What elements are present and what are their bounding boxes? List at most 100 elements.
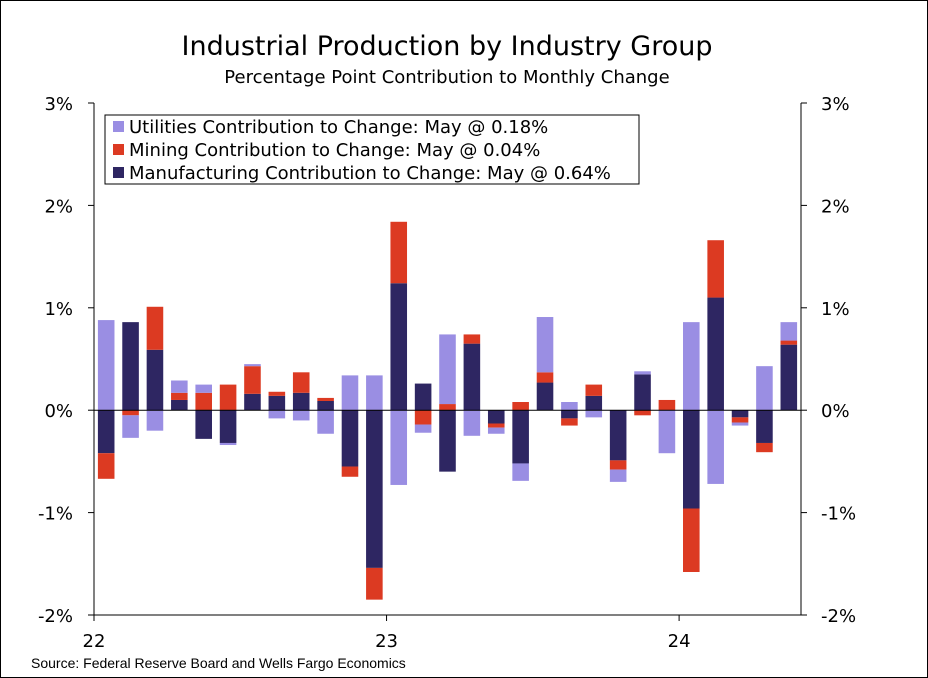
- bar-segment-series-0: [463, 410, 481, 436]
- bar-segment-series-0: [414, 424, 432, 433]
- bar-segment-series-2: [341, 410, 359, 467]
- x-tick-label: 24: [668, 631, 691, 652]
- bar-segment-series-1: [731, 417, 749, 423]
- bar-segment-series-0: [585, 410, 603, 418]
- bar-segment-series-0: [366, 375, 383, 411]
- legend-swatch: [113, 167, 124, 178]
- y-tick-label-left: -1%: [38, 504, 73, 525]
- bar-segment-series-2: [146, 349, 164, 411]
- bar-segment-series-1: [707, 240, 724, 298]
- bar-segment-series-0: [244, 364, 261, 367]
- bar-segment-series-2: [634, 374, 651, 411]
- bar-segment-series-1: [292, 372, 310, 393]
- bar-segment-series-2: [683, 410, 700, 509]
- bar-segment-series-0: [122, 415, 139, 438]
- bar-segment-series-0: [146, 410, 164, 431]
- y-tick-label-left: 0%: [44, 401, 73, 422]
- bar-segment-series-1: [658, 399, 676, 411]
- bar-segment-series-0: [268, 410, 286, 419]
- y-tick-label-right: 3%: [821, 94, 850, 115]
- bar-segment-series-2: [609, 410, 627, 461]
- bar-segment-series-0: [707, 410, 724, 484]
- bar-segment-series-1: [268, 391, 286, 396]
- bar-segment-series-0: [341, 375, 359, 411]
- bar-segment-series-2: [707, 297, 724, 411]
- bar-segment-series-0: [439, 334, 456, 405]
- y-tick-label-right: 1%: [821, 299, 850, 320]
- bar-segment-series-2: [414, 383, 432, 411]
- bar-segment-series-1: [219, 384, 237, 411]
- bar-segment-series-0: [512, 463, 529, 481]
- bar-segment-series-1: [634, 410, 651, 416]
- bar-segment-series-2: [780, 344, 798, 411]
- legend-box: [104, 114, 640, 185]
- bar-segment-series-0: [658, 410, 676, 454]
- bar-segment-series-0: [731, 422, 749, 426]
- bar-segment-series-2: [195, 410, 212, 439]
- bar-segment-series-1: [97, 453, 115, 479]
- y-tick-label-left: 2%: [44, 196, 73, 217]
- bar-segment-series-1: [780, 340, 798, 345]
- bar-segment-series-2: [97, 410, 115, 454]
- bar-segment-series-1: [146, 306, 164, 350]
- bar-segment-series-2: [731, 410, 749, 418]
- bar-segment-series-0: [171, 380, 188, 393]
- bar-segment-series-2: [268, 395, 286, 411]
- bar-segment-series-1: [561, 418, 578, 426]
- y-tick-label-left: 3%: [44, 94, 73, 115]
- bar-segment-series-1: [756, 442, 773, 453]
- bar-segment-series-0: [561, 402, 578, 411]
- bar-segment-series-2: [366, 410, 383, 568]
- bar-segment-series-2: [463, 343, 481, 411]
- bar-segment-series-2: [585, 395, 603, 411]
- bar-segment-series-1: [317, 397, 334, 401]
- bar-segment-series-0: [317, 410, 334, 434]
- y-tick-label-left: 1%: [44, 299, 73, 320]
- legend-entry: Manufacturing Contribution to Change: Ma…: [129, 163, 611, 184]
- y-tick-label-right: -1%: [821, 504, 856, 525]
- bar-segment-series-1: [195, 392, 212, 411]
- bar-segment-series-0: [292, 410, 310, 421]
- chart-title: Industrial Production by Industry Group: [181, 31, 713, 62]
- bar-segment-series-0: [97, 320, 115, 411]
- bar-segment-series-1: [171, 392, 188, 400]
- bar-segment-series-0: [634, 371, 651, 375]
- source-note: Source: Federal Reserve Board and Wells …: [31, 655, 406, 671]
- bar-segment-series-1: [585, 384, 603, 396]
- bar-segment-series-2: [561, 410, 578, 419]
- chart-subtitle: Percentage Point Contribution to Monthly…: [224, 67, 670, 88]
- bar-segment-series-2: [756, 410, 773, 443]
- bar-segment-series-1: [244, 366, 261, 394]
- y-tick-label-left: -2%: [38, 606, 73, 627]
- bar-segment-series-0: [487, 427, 505, 434]
- bar-segment-series-2: [390, 283, 408, 411]
- bar-segment-series-1: [366, 567, 383, 600]
- bar-segment-series-2: [171, 399, 188, 411]
- bar-segment-series-2: [536, 382, 554, 411]
- bar-segment-series-1: [122, 410, 139, 416]
- bar-segment-series-1: [536, 372, 554, 383]
- bar-segment-series-2: [292, 392, 310, 411]
- bar-segment-series-0: [390, 410, 408, 485]
- x-tick-label: 23: [375, 631, 398, 652]
- bar-segment-series-1: [609, 460, 627, 470]
- legend-swatch: [113, 121, 124, 132]
- bar-segment-series-0: [219, 442, 237, 446]
- bar-segment-series-1: [683, 508, 700, 572]
- bar-segment-series-2: [317, 400, 334, 411]
- bar-segment-series-0: [195, 384, 212, 393]
- bar-segment-series-0: [780, 322, 798, 341]
- bar-segment-series-1: [390, 221, 408, 284]
- bar-segment-series-1: [341, 466, 359, 477]
- y-tick-label-right: -2%: [821, 606, 856, 627]
- bar-segment-series-2: [244, 393, 261, 411]
- y-tick-label-right: 2%: [821, 196, 850, 217]
- bar-segment-series-2: [122, 322, 139, 411]
- axes: 3% 3% 2% 2% 1% 1% 0% 0% -1% -1% -2% -2% 22 23 24: [38, 94, 856, 652]
- legend: Utilities Contribution to Change: May @ …: [104, 114, 640, 185]
- bar-segment-series-0: [609, 469, 627, 482]
- legend-entry: Utilities Contribution to Change: May @ …: [129, 117, 548, 138]
- x-tick-label: 22: [83, 631, 106, 652]
- bar-segment-series-0: [756, 366, 773, 411]
